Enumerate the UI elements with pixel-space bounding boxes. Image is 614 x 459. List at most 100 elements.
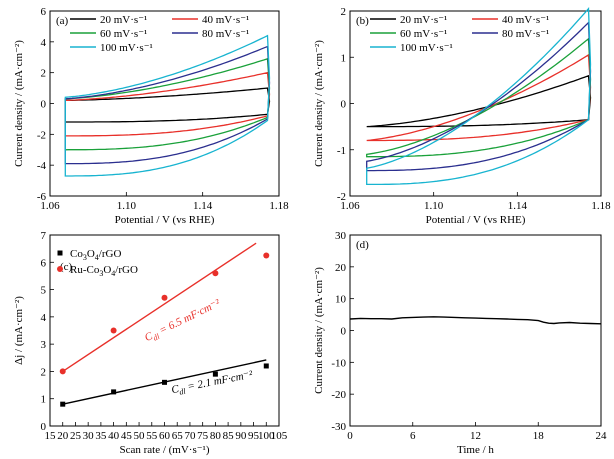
data-point-circle — [212, 270, 219, 277]
y-tick-label: 1 — [41, 394, 47, 406]
x-tick-label: 1.10 — [424, 200, 444, 212]
legend-label: 100 mV·s⁻¹ — [100, 42, 153, 54]
x-tick-label: 90 — [235, 430, 247, 442]
cv-series-3 — [64, 45, 271, 165]
y-tick-label: 2 — [341, 6, 347, 18]
legend-part: Ru-Co — [70, 264, 100, 276]
x-tick-label: 1.18 — [269, 200, 289, 212]
x-tick-label: 80 — [210, 430, 222, 442]
fit-annotation-part: C — [170, 383, 180, 396]
fit-annotation: Cdl = 6.5 mF·cm⁻² — [143, 297, 224, 346]
y-tick-label: 2 — [41, 366, 47, 378]
panel-letter: (a) — [56, 15, 69, 27]
legend-label: 80 mV·s⁻¹ — [202, 28, 249, 40]
plot-frame — [349, 234, 602, 427]
data-point-circle — [161, 294, 168, 301]
cv-series-2 — [366, 37, 592, 158]
x-tick-label: 1.06 — [340, 200, 360, 212]
y-tick-label: 3 — [41, 339, 47, 351]
data-point-square — [212, 371, 218, 377]
x-tick-label: 60 — [159, 430, 171, 442]
y-tick-label: -2 — [337, 191, 346, 203]
x-tick-label: 12 — [470, 430, 481, 442]
x-tick-label: 1.10 — [117, 200, 137, 212]
legend-label: Co3O4/rGO — [70, 248, 121, 262]
y-axis-label: Δj / (mA·cm⁻²) — [13, 296, 25, 365]
panel-b: 1.06 1.10 1.14 1.18 -2 -1 0 1 2 Potential / V (vs… — [313, 6, 611, 226]
y-tick-label: 7 — [41, 230, 47, 242]
panel-letter: (c) — [60, 261, 73, 273]
panel-letter: (d) — [356, 239, 369, 251]
x-axis-label: Potential / V (vs RHE) — [115, 214, 215, 226]
x-tick-label: 15 — [45, 430, 57, 442]
panel-c: 15 20 25 30 35 40 45 50 55 60 65 70 75 80 85 90 95100105… — [13, 230, 288, 456]
x-tick-label: 105 — [271, 430, 288, 442]
x-axis-label: Scan rate / (mV·s⁻¹) — [119, 444, 209, 456]
legend-part: /rGO — [115, 264, 138, 276]
data-point-square — [111, 389, 117, 395]
y-tick-label: 0 — [341, 326, 347, 338]
legend-subscript: 4 — [111, 269, 115, 278]
data-point-circle — [59, 368, 66, 375]
panel-d: 0 6 12 18 24 -30 -20 -10 0 10 20 30 Time / h Current … — [313, 230, 607, 456]
x-axis-label: Time / h — [457, 444, 494, 456]
x-tick-label: 55 — [146, 430, 158, 442]
x-tick-label: 18 — [533, 430, 545, 442]
x-tick-label: 1.14 — [193, 200, 213, 212]
data-point-square — [162, 379, 167, 385]
x-tick-label: 0 — [347, 430, 353, 442]
y-tick-label: 20 — [335, 262, 347, 274]
y-tick-label: 2 — [41, 68, 47, 80]
stability-series — [349, 316, 602, 325]
x-tick-label: 100 — [258, 430, 275, 442]
y-axis-label: Current density / (mA·cm⁻²) — [313, 267, 325, 394]
x-tick-label: 6 — [410, 430, 416, 442]
legend-subscript: 3 — [83, 253, 87, 262]
y-tick-label: 6 — [41, 6, 47, 18]
x-tick-label: 30 — [83, 430, 95, 442]
legend-marker — [57, 250, 63, 256]
y-tick-label: -10 — [331, 357, 346, 369]
y-tick-label: -2 — [37, 129, 46, 141]
legend-label: 60 mV·s⁻¹ — [400, 28, 447, 40]
legend-label: 60 mV·s⁻¹ — [100, 28, 147, 40]
y-axis-label: Current density / (mA·cm⁻²) — [13, 40, 25, 167]
x-tick-label: 1.14 — [508, 200, 528, 212]
panel-a: 1.06 1.10 1.14 1.18 -6 -4 -2 0 2 4 6 Potential / V … — [13, 6, 289, 226]
fit-annotation-subscript: dl — [152, 332, 162, 343]
fit-annotation-part: = 2.1 mF·cm⁻² — [184, 369, 254, 394]
data-point-circle — [110, 327, 117, 334]
y-tick-label: -4 — [37, 160, 47, 172]
y-tick-label: 0 — [341, 99, 347, 111]
legend-label: 80 mV·s⁻¹ — [502, 28, 549, 40]
y-tick-label: 1 — [341, 52, 347, 64]
x-tick-label: 95 — [248, 430, 260, 442]
x-tick-label: 65 — [172, 430, 184, 442]
x-tick-label: 45 — [121, 430, 133, 442]
x-tick-label: 20 — [57, 430, 69, 442]
x-tick-label: 35 — [95, 430, 107, 442]
legend-label: 20 mV·s⁻¹ — [100, 14, 147, 26]
y-tick-label: 4 — [41, 312, 47, 324]
y-tick-label: 5 — [41, 285, 47, 297]
y-axis-label: Current density / (mA·cm⁻²) — [313, 40, 325, 167]
x-tick-label: 25 — [70, 430, 82, 442]
x-tick-label: 1.06 — [40, 200, 60, 212]
y-tick-label: -20 — [331, 389, 346, 401]
legend-marker — [57, 266, 63, 272]
y-tick-label: 0 — [41, 421, 47, 433]
y-tick-label: 4 — [41, 37, 47, 49]
legend-label: 40 mV·s⁻¹ — [202, 14, 249, 26]
x-tick-label: 24 — [596, 430, 608, 442]
x-tick-label: 70 — [184, 430, 196, 442]
x-tick-label: 75 — [197, 430, 209, 442]
legend-part: O — [87, 248, 95, 260]
fit-line-1 — [62, 242, 257, 373]
legend-label: 100 mV·s⁻¹ — [400, 42, 453, 54]
y-tick-label: 30 — [335, 230, 347, 242]
cv-series-4 — [366, 7, 592, 186]
legend-label: 20 mV·s⁻¹ — [400, 14, 447, 26]
fit-annotation-subscript: dl — [179, 387, 188, 397]
x-tick-label: 40 — [108, 430, 120, 442]
legend-label: 40 mV·s⁻¹ — [502, 14, 549, 26]
